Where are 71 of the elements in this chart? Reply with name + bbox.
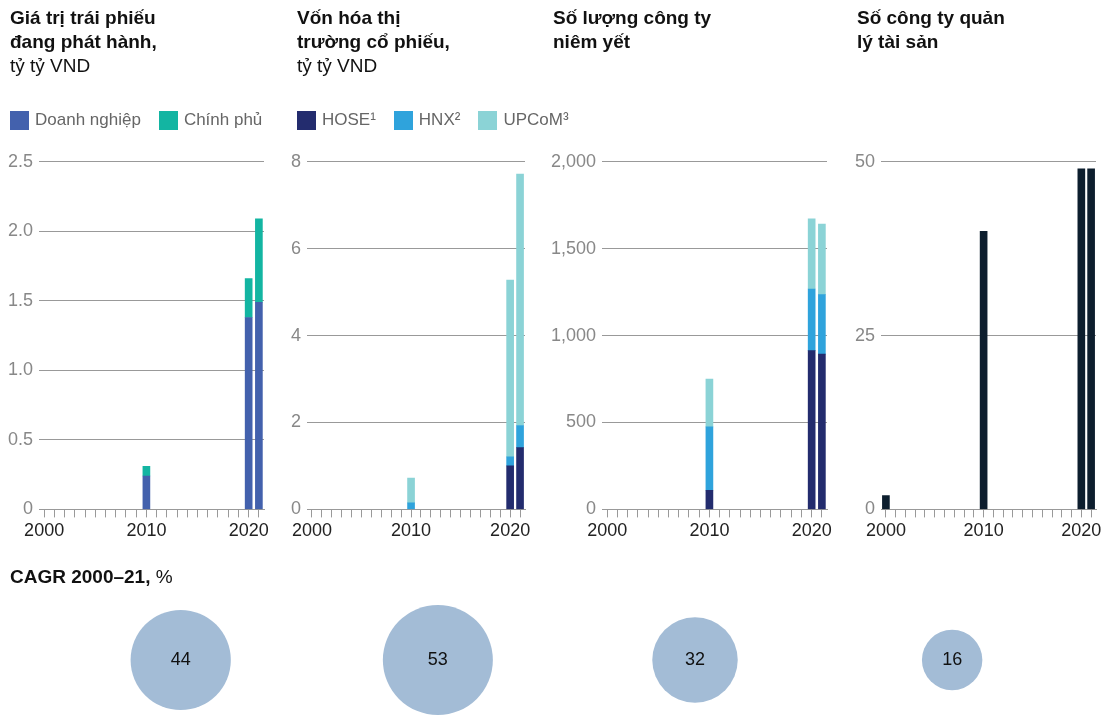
bar bbox=[516, 173, 524, 426]
y-tick-label: 0 bbox=[23, 498, 34, 519]
bar bbox=[516, 447, 524, 510]
y-tick-label: 8 bbox=[291, 150, 302, 171]
x-tick-label: 2010 bbox=[126, 520, 167, 541]
x-tick-label: 2000 bbox=[291, 520, 332, 541]
y-tick-label: 0 bbox=[586, 498, 597, 519]
bar bbox=[818, 353, 826, 510]
x-tick-label: 2020 bbox=[1061, 520, 1102, 541]
y-tick-label: 500 bbox=[566, 411, 597, 432]
y-tick-label: 1.0 bbox=[7, 359, 34, 380]
y-tick-label: 0 bbox=[291, 498, 302, 519]
y-tick-label: 1,500 bbox=[551, 237, 597, 258]
x-tick-label: 2020 bbox=[791, 520, 832, 541]
x-tick-label: 2000 bbox=[587, 520, 628, 541]
bar bbox=[244, 278, 253, 318]
x-tick-label: 2010 bbox=[963, 520, 1004, 541]
bar bbox=[506, 279, 514, 458]
y-tick-label: 50 bbox=[854, 150, 876, 171]
bar bbox=[407, 502, 415, 510]
bar bbox=[516, 425, 524, 449]
x-tick-label: 2000 bbox=[24, 520, 65, 541]
bar bbox=[255, 218, 263, 303]
x-tick-label: 2020 bbox=[490, 520, 531, 541]
bar bbox=[807, 288, 816, 351]
chart-title: Số công ty quản lý tài sản bbox=[857, 7, 1005, 52]
bar bbox=[807, 218, 816, 290]
x-tick-label: 2010 bbox=[689, 520, 730, 541]
bar bbox=[1077, 168, 1086, 510]
bar bbox=[705, 426, 714, 491]
bar bbox=[882, 495, 890, 510]
bar bbox=[1087, 168, 1095, 510]
y-tick-label: 0 bbox=[865, 498, 876, 519]
legend-label: HNX² bbox=[418, 110, 461, 130]
y-tick-label: 1,000 bbox=[551, 324, 597, 345]
y-tick-label: 1.5 bbox=[7, 289, 34, 310]
bar bbox=[979, 230, 988, 510]
bar bbox=[818, 223, 826, 295]
bar bbox=[255, 301, 263, 510]
y-tick-label: 6 bbox=[291, 237, 302, 258]
chart-subtitle: tỷ tỷ VND bbox=[297, 55, 378, 76]
y-tick-label: 2.0 bbox=[7, 220, 34, 241]
bar bbox=[506, 456, 514, 467]
legend-label: Doanh nghiệp bbox=[35, 110, 141, 130]
bar bbox=[142, 475, 151, 510]
bar bbox=[705, 489, 714, 510]
x-tick-label: 2010 bbox=[391, 520, 432, 541]
chart-title: Số lượng công ty niêm yết bbox=[553, 7, 712, 52]
bar bbox=[818, 294, 826, 355]
data-label: 32 bbox=[684, 648, 706, 669]
bar bbox=[705, 378, 714, 428]
data-label: 16 bbox=[942, 648, 963, 669]
y-tick-label: 2 bbox=[291, 411, 302, 432]
legend-label: HOSE¹ bbox=[322, 110, 376, 130]
y-tick-label: 25 bbox=[854, 324, 876, 345]
y-tick-label: 0.5 bbox=[7, 428, 34, 449]
chart-subtitle: tỷ tỷ VND bbox=[10, 55, 91, 76]
x-tick-label: 2000 bbox=[865, 520, 906, 541]
x-tick-label: 2020 bbox=[228, 520, 269, 541]
data-label: 44 bbox=[170, 648, 191, 669]
bar bbox=[506, 465, 514, 510]
bar bbox=[244, 317, 253, 510]
y-tick-label: 2.5 bbox=[7, 150, 34, 171]
text: CAGR 2000–21, % bbox=[10, 565, 174, 589]
legend-label: UPCoM³ bbox=[503, 110, 569, 130]
legend-label: Chính phủ bbox=[183, 110, 263, 130]
bar bbox=[407, 477, 415, 504]
y-tick-label: 2,000 bbox=[551, 150, 597, 171]
data-label: 53 bbox=[427, 648, 448, 669]
y-tick-label: 4 bbox=[291, 324, 302, 345]
bar bbox=[807, 350, 816, 510]
